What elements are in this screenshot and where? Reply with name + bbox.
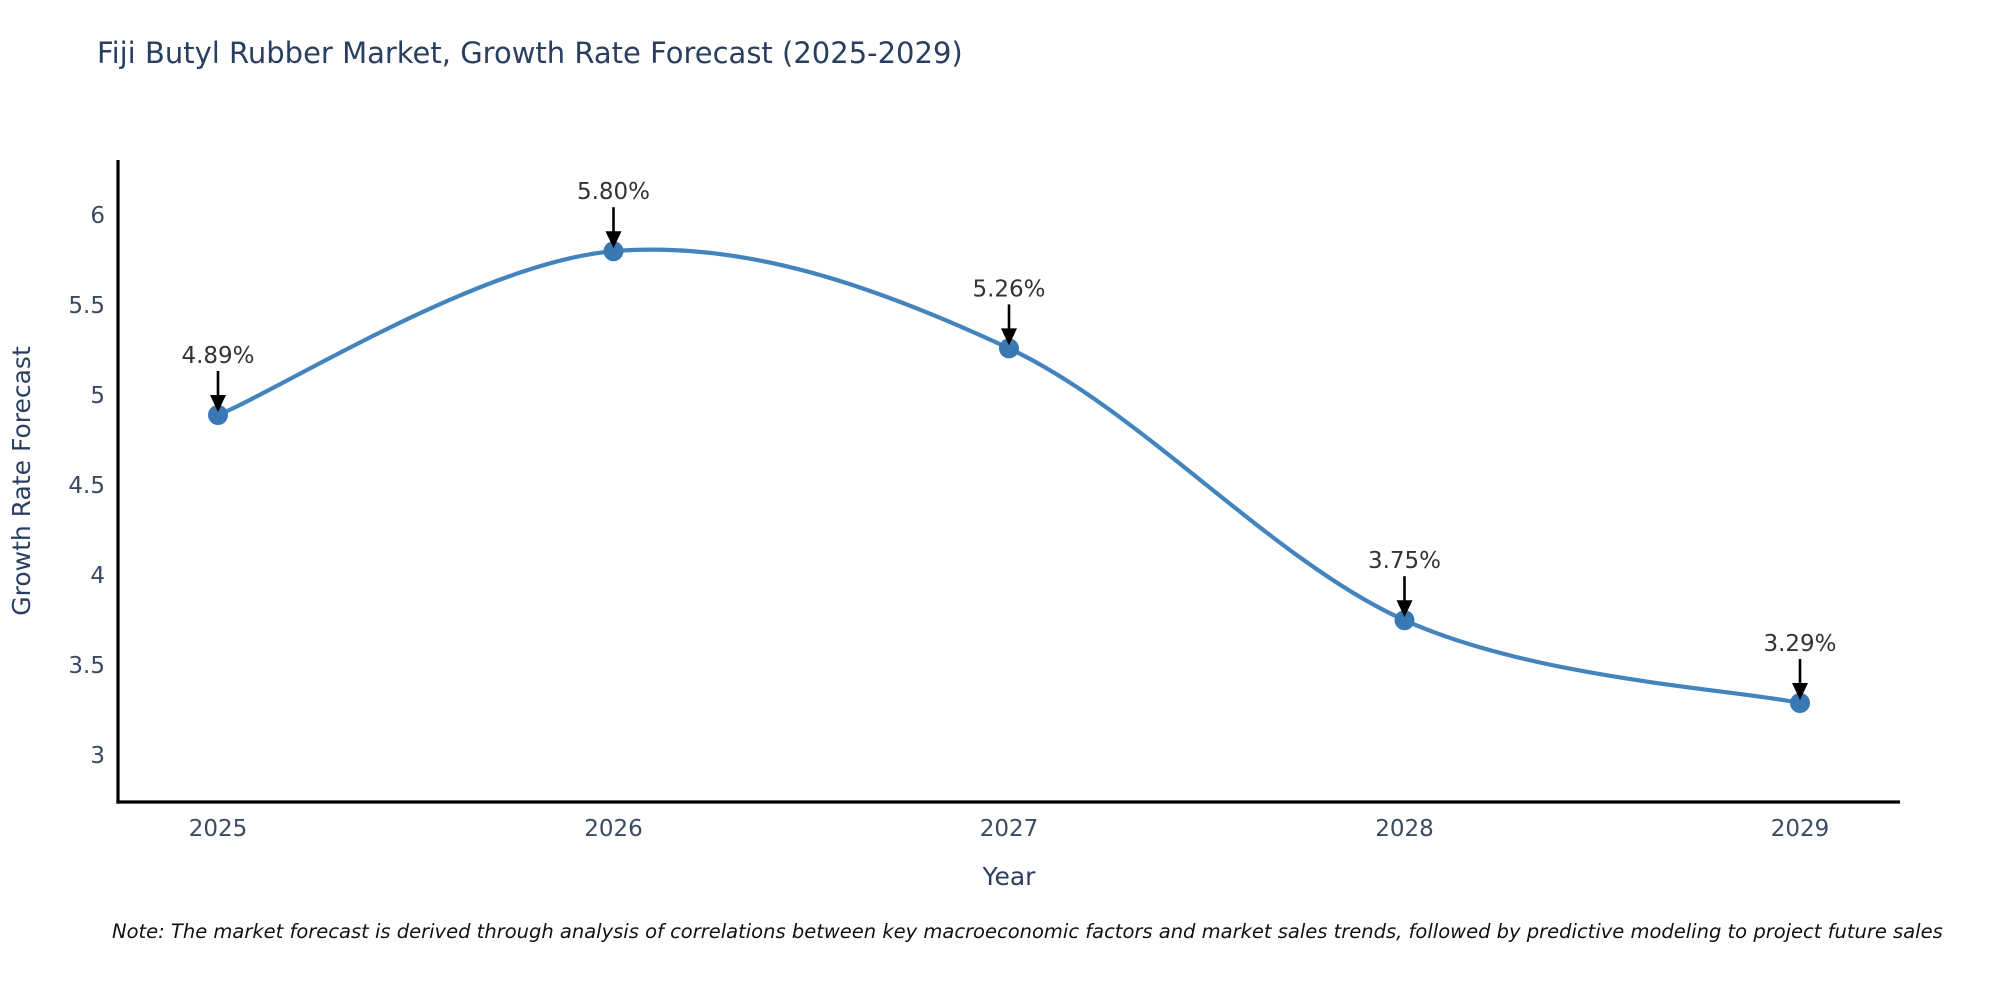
chart-title: Fiji Butyl Rubber Market, Growth Rate Fo… bbox=[97, 36, 963, 70]
y-axis-title: Growth Rate Forecast bbox=[7, 346, 36, 616]
y-tick-label: 5 bbox=[90, 383, 105, 409]
axes bbox=[116, 160, 1900, 804]
y-tick-label: 4.5 bbox=[68, 473, 105, 499]
axis-ticks: 3 3.5 4 4.5 5 5.5 6 2025 2026 2027 2028 2029 bbox=[68, 203, 1829, 842]
y-tick-label: 4 bbox=[90, 563, 105, 589]
point-annotation-label: 3.29% bbox=[1763, 631, 1836, 657]
point-annotation: 3.75% bbox=[1368, 548, 1441, 618]
x-tick-label: 2028 bbox=[1375, 816, 1434, 842]
annotation-arrowhead-icon bbox=[1792, 683, 1808, 700]
data-point-marker[interactable] bbox=[1394, 610, 1415, 631]
x-tick-label: 2027 bbox=[980, 816, 1039, 842]
point-annotation-label: 4.89% bbox=[181, 343, 254, 369]
point-annotation: 5.26% bbox=[972, 276, 1046, 346]
annotation-arrowhead-icon bbox=[210, 395, 226, 412]
x-tick-label: 2029 bbox=[1771, 816, 1830, 842]
y-tick-label: 5.5 bbox=[68, 293, 105, 319]
point-annotation-label: 5.80% bbox=[577, 179, 650, 205]
x-tick-label: 2025 bbox=[189, 816, 248, 842]
x-tick-label: 2026 bbox=[584, 816, 643, 842]
data-point-marker[interactable] bbox=[603, 241, 624, 262]
data-point-marker[interactable] bbox=[999, 338, 1019, 359]
annotation-arrowhead-icon bbox=[1001, 328, 1017, 346]
annotation-arrowhead-icon bbox=[1396, 600, 1413, 618]
point-annotation-label: 3.75% bbox=[1368, 548, 1441, 574]
x-axis-title: Year bbox=[982, 862, 1037, 891]
annotation-arrowhead-icon bbox=[605, 231, 622, 249]
point-annotation: 5.80% bbox=[577, 179, 650, 249]
point-annotation: 4.89% bbox=[181, 343, 255, 412]
line-series bbox=[208, 241, 1810, 713]
annotations: 4.89% 5.80% 5.26% 3.75% 3.29% bbox=[181, 179, 1837, 700]
footnote: Note: The market forecast is derived thr… bbox=[112, 920, 1943, 943]
point-annotation-label: 5.26% bbox=[972, 276, 1045, 302]
y-tick-label: 3.5 bbox=[68, 653, 105, 679]
data-point-marker[interactable] bbox=[1790, 693, 1810, 713]
data-point-marker[interactable] bbox=[208, 405, 228, 425]
point-annotation: 3.29% bbox=[1763, 631, 1837, 700]
y-tick-label: 6 bbox=[90, 203, 105, 229]
y-tick-label: 3 bbox=[90, 743, 105, 769]
